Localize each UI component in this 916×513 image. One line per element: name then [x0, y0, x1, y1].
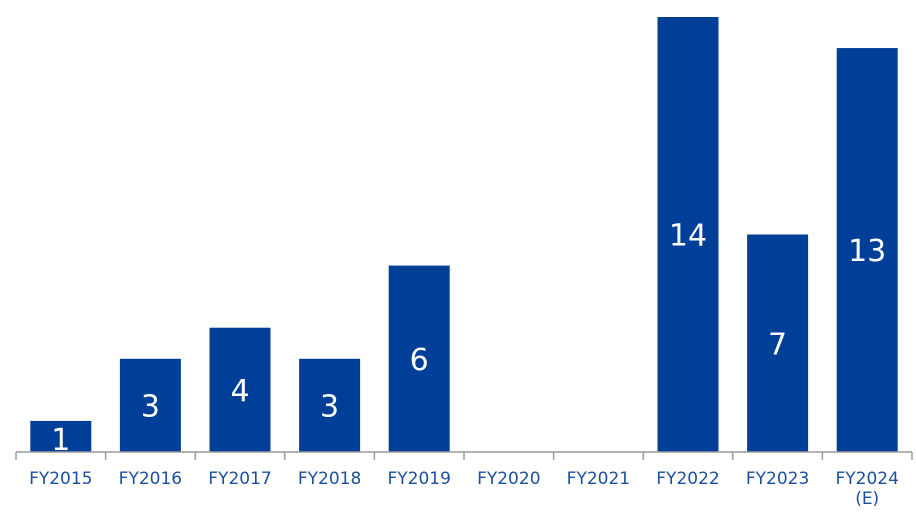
bar-fy2015	[30, 420, 92, 452]
bars-group	[30, 17, 898, 452]
bar-fy2018	[299, 358, 361, 452]
x-tick-label: FY2018	[298, 469, 361, 489]
x-tick-label: FY2016	[119, 469, 182, 489]
x-tick-labels-group: FY2015 FY2016 FY2017 FY2018 FY2019 FY2020 FY20…	[29, 469, 899, 509]
data-label: 3	[141, 389, 160, 424]
x-tick-label: FY2023	[746, 469, 809, 489]
x-tick-label: FY2017	[208, 469, 271, 489]
data-label: 6	[410, 343, 429, 378]
x-tick-label: FY2022	[656, 469, 719, 489]
x-tick-label: FY2019	[387, 469, 450, 489]
bar-fy2019	[388, 265, 450, 452]
data-label: 1	[51, 423, 70, 458]
bar-fy2017	[209, 327, 271, 452]
bar-fy2016	[119, 358, 181, 452]
data-label: 14	[669, 219, 707, 254]
data-label: 7	[768, 327, 787, 362]
x-tick-label: FY2024 (E)	[835, 469, 898, 509]
bar-fy2024	[836, 48, 898, 452]
x-tick-label: FY2020	[477, 469, 540, 489]
data-label: 13	[848, 234, 886, 269]
data-label: 3	[320, 389, 339, 424]
bar-fy2023	[747, 234, 809, 452]
bar-fy2022	[657, 17, 719, 452]
x-tick-label: FY2021	[567, 469, 630, 489]
x-axis	[15, 451, 913, 460]
x-tick-label: FY2015	[29, 469, 92, 489]
data-label: 4	[230, 374, 249, 409]
